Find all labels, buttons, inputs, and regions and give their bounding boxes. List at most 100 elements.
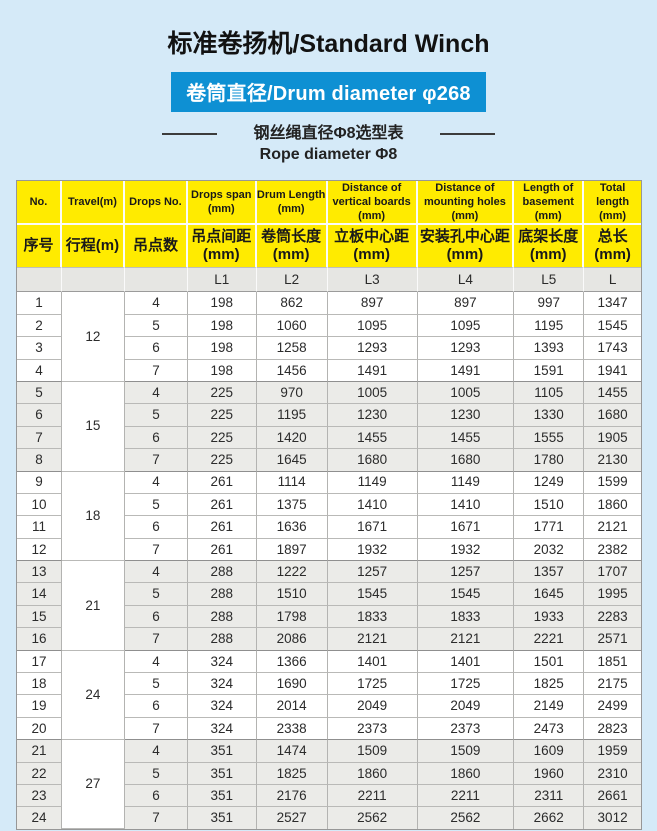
header-cell-symbol: L1	[187, 268, 257, 293]
cell-no: 21	[17, 740, 62, 763]
cell-drops: 5	[124, 404, 188, 427]
subtitle-cn: 钢丝绳直径Φ8选型表	[253, 124, 404, 142]
cell-total-length: 2283	[584, 605, 641, 629]
cell-drum-length: 1060	[256, 314, 328, 338]
page-title: 标准卷扬机/Standard Winch	[167, 30, 490, 58]
cell-drum-length: 1420	[256, 426, 328, 450]
cell-drops: 6	[124, 695, 188, 718]
cell-vertical-boards: 1410	[327, 493, 418, 517]
header-row-cn: 序号 行程(m) 吊点数 吊点间距 (mm) 卷筒长度 (mm) 立板中心距 (mm) 安装…	[17, 225, 641, 269]
cell-vertical-boards: 1860	[327, 762, 418, 785]
cell-drum-length: 1798	[256, 605, 328, 629]
cell-mounting-holes: 1860	[417, 762, 515, 785]
cell-total-length: 1455	[584, 381, 641, 405]
cell-drum-length: 1114	[256, 471, 328, 494]
table-row: 22 5 351 1825 1860 1860 1960 2310	[17, 762, 641, 785]
cell-total-length: 2499	[584, 695, 641, 718]
table-row: 17 24 4 324 1366 1401 1401 1501 1851	[17, 650, 641, 741]
table-row: 6 5 225 1195 1230 1230 1330 1680	[17, 404, 641, 427]
header-cell-symbol: L4	[417, 268, 515, 293]
cell-drops: 7	[124, 717, 188, 741]
badge-row: 卷筒直径/Drum diameter φ268	[0, 71, 657, 112]
header-cell-symbol	[124, 268, 188, 293]
cell-total-length: 1599	[584, 471, 641, 494]
table-row: 2 5 198 1060 1095 1095 1195 1545	[17, 314, 641, 338]
header-cell-en: Distance of mounting holes (mm)	[417, 180, 515, 226]
header-cell-en: Drops span (mm)	[187, 180, 257, 226]
cell-mounting-holes: 2121	[417, 628, 515, 651]
cell-travel: 24	[61, 650, 125, 741]
cell-mounting-holes: 1833	[417, 605, 515, 629]
header-cell-en: Drops No.	[124, 180, 188, 226]
cell-basement-length: 1555	[514, 426, 585, 450]
cell-mounting-holes: 2049	[417, 695, 515, 718]
header-cell-cn: 吊点数	[124, 225, 188, 269]
cell-travel: 15	[61, 381, 125, 472]
cell-vertical-boards: 1095	[327, 314, 418, 338]
cell-drops-span: 261	[187, 493, 257, 517]
table-row: 19 6 324 2014 2049 2049 2149 2499	[17, 695, 641, 718]
spec-table: No. Travel(m) Drops No. Drops span (mm) Drum…	[17, 180, 641, 829]
cell-drum-length: 1474	[256, 740, 328, 763]
cell-basement-length: 2311	[514, 784, 585, 808]
cell-total-length: 1860	[584, 493, 641, 517]
cell-drops: 4	[124, 381, 188, 405]
cell-drum-length: 1222	[256, 561, 328, 584]
header-cell-cn: 吊点间距 (mm)	[187, 225, 257, 269]
cell-drops-span: 198	[187, 359, 257, 382]
cell-drops: 7	[124, 359, 188, 382]
cell-drops-span: 351	[187, 762, 257, 785]
cell-drum-length: 862	[256, 292, 328, 315]
header-cell-symbol: L5	[514, 268, 585, 293]
cell-total-length: 2175	[584, 673, 641, 696]
cell-drops-span: 198	[187, 292, 257, 315]
cell-vertical-boards: 2373	[327, 717, 418, 741]
header-cell-cn: 立板中心距 (mm)	[327, 225, 418, 269]
cell-no: 18	[17, 673, 62, 696]
cell-drops-span: 288	[187, 628, 257, 651]
cell-drops: 4	[124, 471, 188, 494]
cell-no: 10	[17, 493, 62, 517]
cell-mounting-holes: 2562	[417, 807, 515, 829]
cell-total-length: 1995	[584, 583, 641, 606]
cell-drum-length: 1258	[256, 337, 328, 360]
cell-vertical-boards: 2121	[327, 628, 418, 651]
cell-no: 11	[17, 516, 62, 539]
cell-total-length: 2823	[584, 717, 641, 741]
cell-travel: 18	[61, 471, 125, 562]
cell-mounting-holes: 1257	[417, 561, 515, 584]
cell-vertical-boards: 2211	[327, 784, 418, 808]
cell-vertical-boards: 1833	[327, 605, 418, 629]
cell-mounting-holes: 1680	[417, 449, 515, 472]
cell-drops: 6	[124, 516, 188, 539]
table-row: 5 15 4 225 970 1005 1005 1105 1455	[17, 381, 641, 472]
cell-drops-span: 324	[187, 650, 257, 674]
cell-vertical-boards: 2562	[327, 807, 418, 829]
cell-vertical-boards: 1149	[327, 471, 418, 494]
cell-no: 16	[17, 628, 62, 651]
cell-drops: 4	[124, 561, 188, 584]
cell-drops: 5	[124, 583, 188, 606]
cell-drops: 4	[124, 650, 188, 674]
cell-no: 4	[17, 359, 62, 382]
cell-mounting-holes: 897	[417, 292, 515, 315]
cell-basement-length: 997	[514, 292, 585, 315]
cell-drum-length: 1636	[256, 516, 328, 539]
header-cell-en: Length of basement (mm)	[514, 180, 585, 226]
cell-mounting-holes: 1149	[417, 471, 515, 494]
cell-drops-span: 288	[187, 561, 257, 584]
cell-travel: 21	[61, 561, 125, 651]
table-row: 14 5 288 1510 1545 1545 1645 1995	[17, 583, 641, 606]
cell-drum-length: 2338	[256, 717, 328, 741]
cell-drops-span: 351	[187, 740, 257, 763]
cell-basement-length: 2032	[514, 538, 585, 562]
cell-drum-length: 1456	[256, 359, 328, 382]
cell-drum-length: 1645	[256, 449, 328, 472]
cell-mounting-holes: 1509	[417, 740, 515, 763]
spec-table-wrap: No. Travel(m) Drops No. Drops span (mm) Drum…	[16, 179, 642, 830]
cell-basement-length: 2221	[514, 628, 585, 651]
header-cell-cn: 总长 (mm)	[584, 225, 641, 269]
cell-travel: 12	[61, 292, 125, 382]
cell-no: 5	[17, 381, 62, 405]
